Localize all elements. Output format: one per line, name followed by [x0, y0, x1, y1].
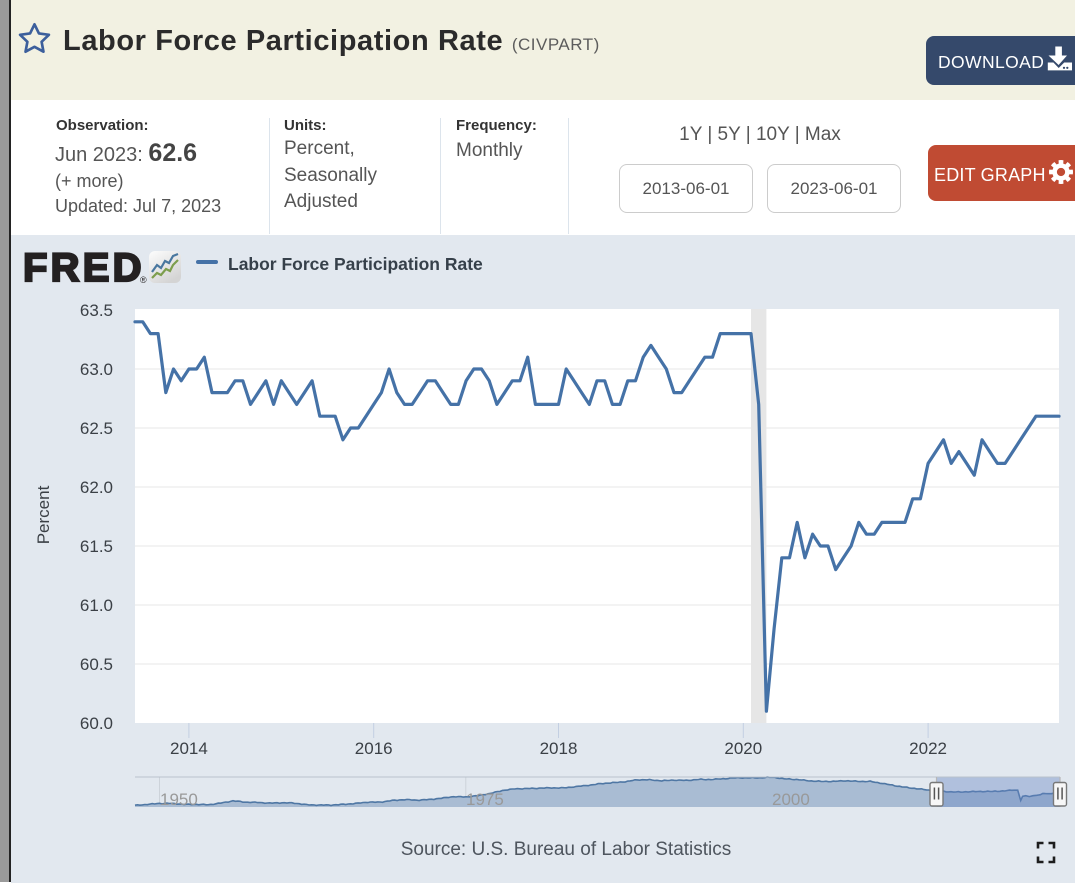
- svg-text:1950: 1950: [160, 790, 198, 809]
- svg-text:2022: 2022: [909, 739, 947, 758]
- svg-text:2016: 2016: [355, 739, 393, 758]
- svg-text:61.0: 61.0: [80, 596, 113, 615]
- svg-text:2020: 2020: [724, 739, 762, 758]
- svg-text:60.0: 60.0: [80, 714, 113, 733]
- svg-text:63.0: 63.0: [80, 360, 113, 379]
- svg-text:Percent: Percent: [34, 485, 53, 544]
- svg-text:62.0: 62.0: [80, 478, 113, 497]
- svg-text:Source: U.S. Bureau of Labor S: Source: U.S. Bureau of Labor Statistics: [401, 839, 732, 860]
- svg-text:63.5: 63.5: [80, 301, 113, 320]
- svg-text:2000: 2000: [772, 790, 810, 809]
- svg-text:2014: 2014: [170, 739, 208, 758]
- svg-text:1975: 1975: [466, 790, 504, 809]
- svg-text:61.5: 61.5: [80, 537, 113, 556]
- svg-text:2018: 2018: [540, 739, 578, 758]
- svg-text:60.5: 60.5: [80, 655, 113, 674]
- svg-text:62.5: 62.5: [80, 419, 113, 438]
